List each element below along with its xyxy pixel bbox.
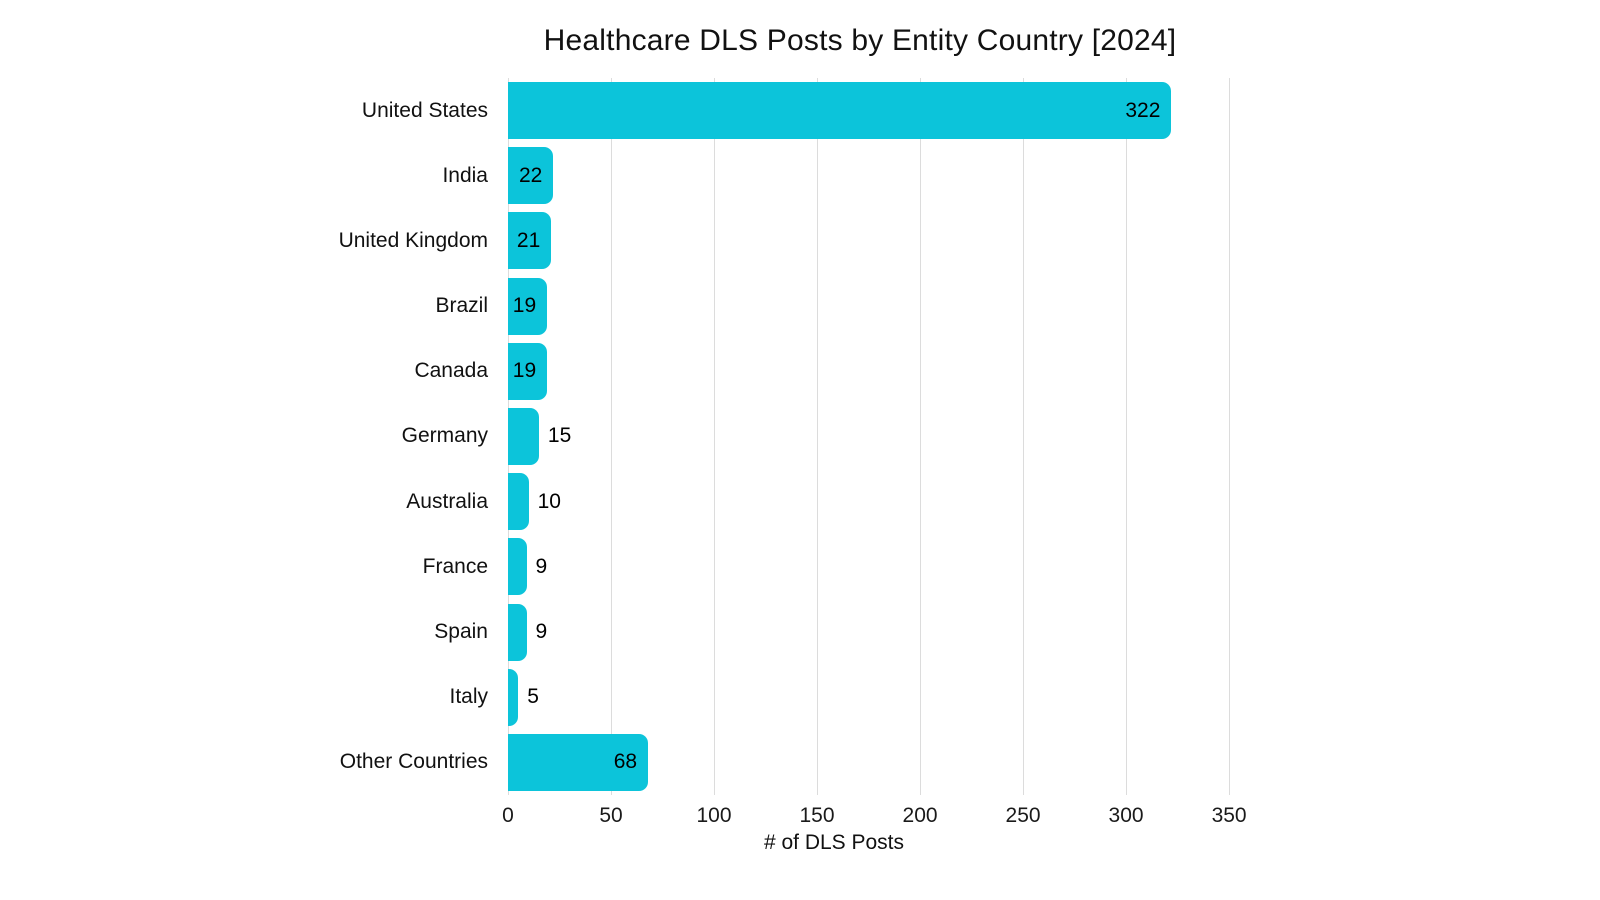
bar-row: United Kingdom 21 (250, 208, 1260, 273)
category-label: Canada (414, 359, 488, 383)
bar (508, 407, 539, 465)
category-label: Australia (406, 489, 488, 513)
x-tick-label: 50 (599, 804, 623, 827)
category-label: Brazil (435, 294, 488, 318)
value-label: 68 (613, 750, 638, 774)
category-label: Italy (449, 685, 488, 709)
category-label: United States (361, 98, 488, 122)
x-tick-label: 150 (799, 804, 835, 827)
bar-track: 322 (508, 78, 1260, 143)
bar (508, 538, 527, 596)
chart-title: Healthcare DLS Posts by Entity Country [… (543, 24, 1177, 57)
bar-row: Australia 10 (250, 469, 1260, 534)
value-label: 10 (537, 489, 561, 513)
bar-track: 9 (508, 599, 1260, 664)
bar-track: 68 (508, 730, 1260, 795)
value-label: 9 (535, 620, 548, 644)
bar: 19 (508, 277, 548, 335)
category-label: Germany (401, 424, 488, 448)
bar-track: 15 (508, 404, 1260, 469)
category-label: Other Countries (339, 750, 488, 774)
bar-row: Brazil 19 (250, 274, 1260, 339)
bar: 68 (508, 733, 649, 791)
bar: 22 (508, 147, 554, 205)
value-label: 19 (512, 359, 537, 383)
bar-row: France 9 (250, 534, 1260, 599)
x-axis: 0 50 100 150 200 250 300 350 (502, 795, 1260, 835)
bars-container: United States 322 India 22 United Kingdom 21 B… (250, 78, 1260, 795)
category-label: United Kingdom (338, 228, 488, 252)
bar-track: 19 (508, 274, 1260, 339)
bar-row: Italy 5 (250, 665, 1260, 730)
bar-row: Canada 19 (250, 339, 1260, 404)
x-tick-label: 250 (1005, 804, 1041, 827)
bar-track: 5 (508, 665, 1260, 730)
bar: 322 (508, 82, 1172, 140)
bar (508, 473, 529, 531)
x-tick-label: 350 (1211, 804, 1247, 827)
bar-row: Other Countries 68 (250, 730, 1260, 795)
category-label: France (422, 554, 488, 578)
value-label: 21 (516, 228, 541, 252)
gridline (1126, 78, 1128, 795)
bar-track: 19 (508, 339, 1260, 404)
gridline (920, 78, 922, 795)
x-tick-label: 300 (1108, 804, 1144, 827)
value-label: 9 (535, 554, 548, 578)
x-axis-title: # of DLS Posts (763, 831, 905, 854)
x-tick-label: 0 (502, 804, 514, 827)
gridline (611, 78, 612, 795)
bar-row: India 22 (250, 143, 1260, 208)
gridline (1023, 78, 1025, 795)
value-label: 15 (547, 424, 572, 448)
bar-track: 10 (508, 469, 1260, 534)
value-label: 322 (1125, 98, 1161, 122)
bar-row: Germany 15 (250, 404, 1260, 469)
value-label: 5 (527, 685, 539, 709)
bar-track: 22 (508, 143, 1260, 208)
value-label: 22 (518, 163, 543, 187)
gridline (714, 78, 716, 795)
bar: 19 (508, 342, 548, 400)
gridline (817, 78, 819, 795)
gridline (1229, 78, 1231, 795)
x-tick-label: 100 (696, 804, 732, 827)
bar-row: United States 322 (250, 78, 1260, 143)
bar-track: 21 (508, 208, 1260, 273)
bar-track: 9 (508, 534, 1260, 599)
category-label: Spain (434, 620, 488, 644)
value-label: 19 (512, 294, 537, 318)
bar: 21 (508, 212, 552, 270)
x-tick-label: 200 (902, 804, 938, 827)
category-label: India (442, 163, 488, 187)
bar (508, 603, 527, 661)
bar (508, 668, 519, 726)
bar-row: Spain 9 (250, 599, 1260, 664)
